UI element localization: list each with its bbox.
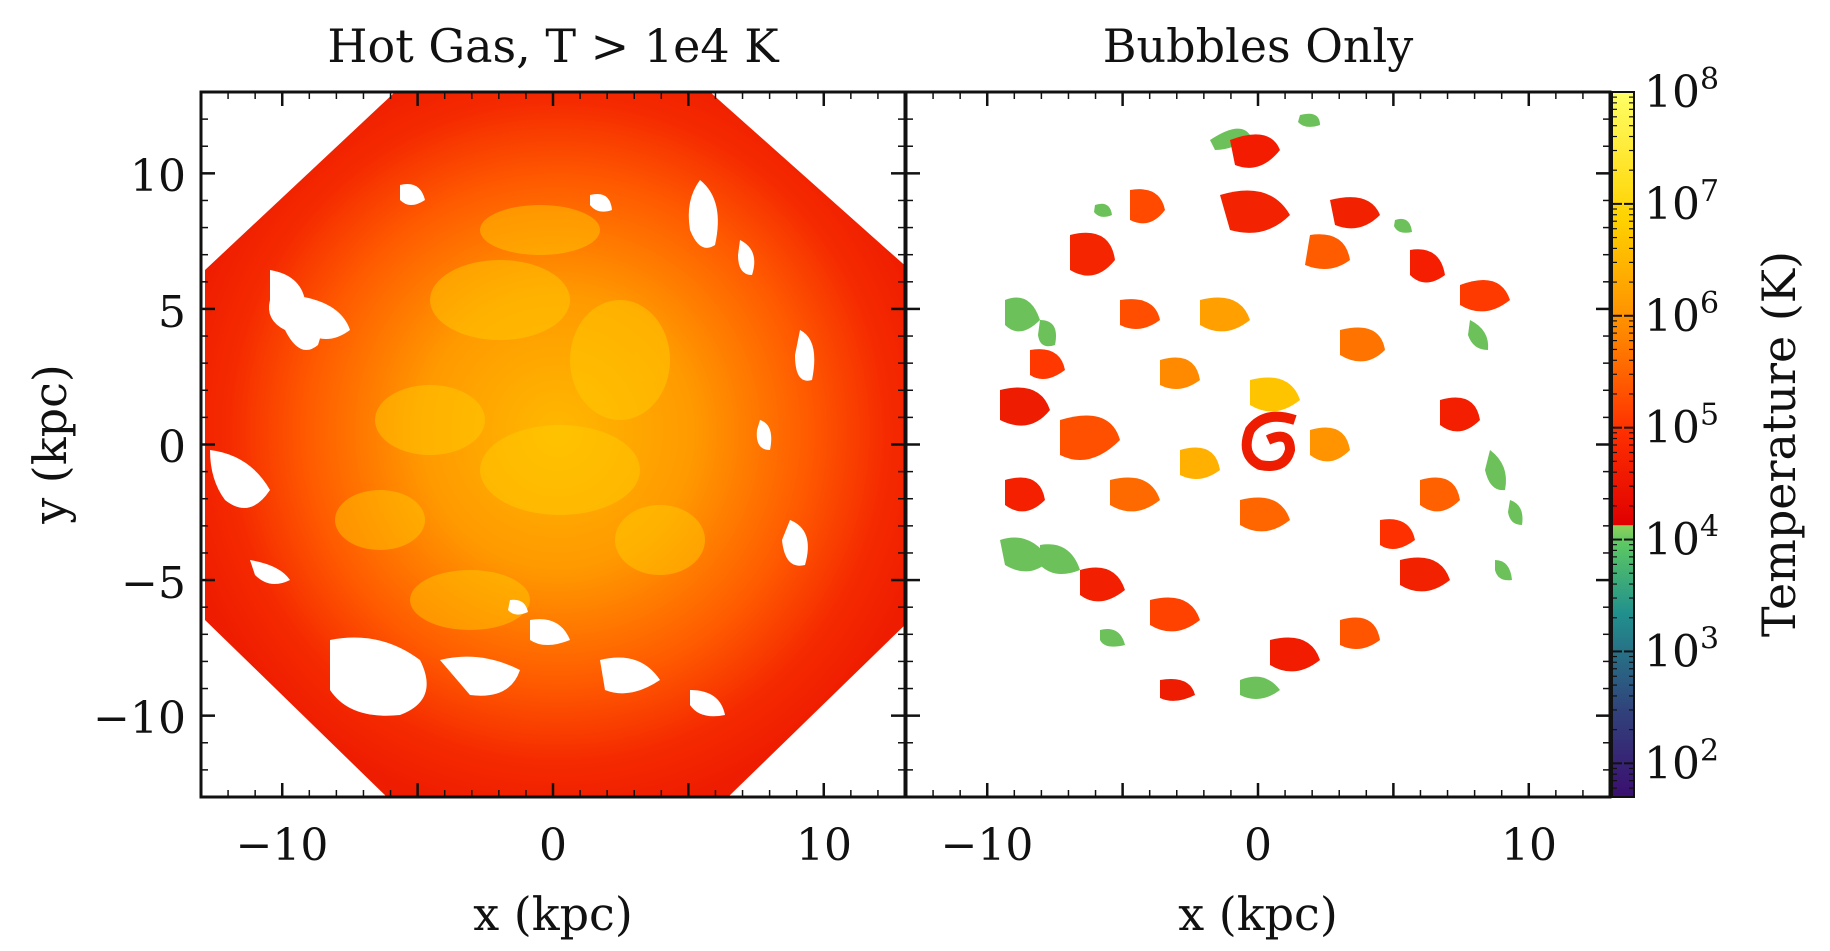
bubbles-xtick-label: 0 [1244,820,1272,871]
hot-gas-ylabel: y (kpc) [23,364,77,525]
colorbar-tick-label: 102 [1644,733,1719,789]
hot-gas-xlabel: x (kpc) [473,887,633,941]
hot-gas-ticks [200,91,906,798]
hot-gas-disc [205,92,905,797]
colorbar-tick-label: 108 [1644,62,1719,118]
bubbles-xlabel: x (kpc) [1178,887,1338,941]
bubbles-title: Bubbles Only [1103,19,1414,73]
hot-gas-ytick-label: 0 [158,422,186,473]
hot-gas-xtick-label: 10 [796,820,852,871]
hot-gas-xtick-label: −10 [236,820,329,871]
colorbar-tick-label: 103 [1644,621,1719,677]
colorbar-ticks [1612,91,1634,798]
hot-gas-ytick-label: 5 [158,287,186,338]
hot-gas-x-tick-labels: −10 0 10 [236,820,852,871]
bubbles-cold-edges [1000,113,1523,699]
colorbar-tick-label: 106 [1644,286,1719,342]
hot-gas-heatmap [205,92,905,797]
colorbar: 102 103 104 105 106 107 108 Temperature (K) [1611,62,1806,798]
bubbles-ticks [905,91,1611,798]
hot-gas-holes [210,180,815,717]
bubbles-x-tick-labels: −10 0 10 [941,820,1557,871]
bubbles-xtick-label: −10 [941,820,1034,871]
hot-gas-ytick-label: −5 [121,558,186,609]
bubbles-heatmap [1000,113,1523,701]
colorbar-tick-labels: 102 103 104 105 106 107 108 [1644,62,1719,789]
panel-hot-gas: Hot Gas, T > 1e4 K −10 0 10 −10 −5 0 5 1… [23,19,907,941]
hot-gas-turbulence [335,205,705,630]
colorbar-tick-label: 105 [1644,398,1719,454]
colorbar-tick-label: 104 [1644,510,1719,566]
hot-gas-ytick-label: 10 [130,151,186,202]
colorbar-tick-label: 107 [1644,174,1719,230]
panel-bubbles-only: Bubbles Only −10 0 10 x (kpc) [904,19,1612,941]
hot-gas-y-tick-labels: −10 −5 0 5 10 [93,151,186,744]
bubbles-spiral-core [1241,411,1297,471]
bubbles-hot-patches [1000,134,1510,701]
hot-gas-ytick-label: −10 [93,693,186,744]
bubbles-xtick-label: 10 [1501,820,1557,871]
hot-gas-title: Hot Gas, T > 1e4 K [327,19,780,73]
hot-gas-xtick-label: 0 [539,820,567,871]
colorbar-label: Temperature (K) [1752,251,1806,637]
